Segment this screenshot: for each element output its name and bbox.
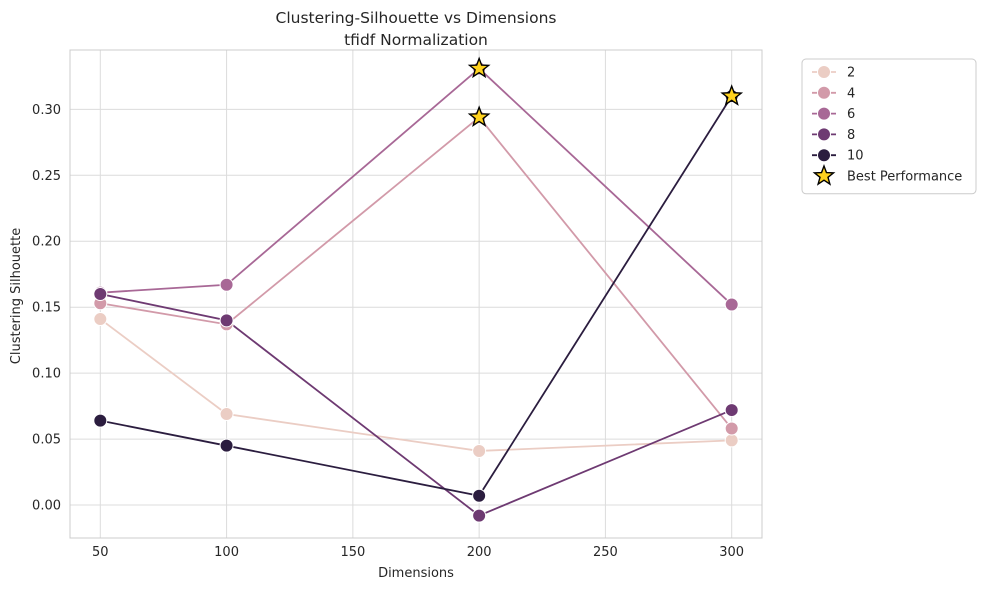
y-axis-label: Clustering Silhouette [9, 228, 24, 364]
legend-label-best-performance: Best Performance [847, 170, 962, 185]
series-point-8 [93, 287, 108, 301]
x-tick-label: 200 [467, 545, 492, 560]
series-point-2 [472, 443, 487, 458]
series-point-2 [93, 312, 108, 327]
series-point-10 [93, 413, 108, 428]
legend-marker-10 [817, 148, 831, 163]
series-point-8 [724, 403, 739, 418]
series-point-2 [724, 433, 739, 448]
y-tick-label: 0.30 [32, 103, 61, 118]
plot-frame [69, 49, 763, 539]
series-point-10 [219, 438, 234, 453]
series-line-8 [100, 293, 733, 517]
legend-marker-6 [817, 106, 831, 121]
y-tick-label: 0.25 [32, 169, 61, 184]
legend-box [801, 58, 977, 195]
plot-area: 50 100 150 200 250 300 0.00 0.05 0.10 0.15 0.20 0.2… [32, 49, 763, 560]
best-performance-star [720, 84, 744, 106]
series-point-4 [724, 421, 739, 436]
x-tick-label: 100 [214, 545, 239, 560]
series-line-10 [100, 95, 733, 497]
y-tick-label: 0.10 [32, 367, 61, 382]
y-tick-label: 0.15 [32, 301, 61, 316]
legend-marker-8 [817, 127, 831, 142]
legend-label-6: 6 [847, 107, 855, 122]
chart-subtitle: tfidf Normalization [344, 31, 488, 49]
chart-title: Clustering-Silhouette vs Dimensions [276, 9, 557, 27]
legend-label-8: 8 [847, 128, 855, 143]
best-performance-star [467, 105, 491, 127]
x-tick-label: 150 [340, 545, 365, 560]
legend-label-2: 2 [847, 66, 855, 81]
series-point-8 [219, 313, 234, 328]
series-point-6 [724, 297, 739, 312]
series-line-4 [100, 115, 733, 430]
x-axis-label: Dimensions [378, 566, 454, 581]
x-tick-label: 50 [92, 545, 109, 560]
legend-marker-2 [817, 65, 831, 79]
y-tick-label: 0.00 [32, 499, 61, 514]
series-line-6 [100, 67, 733, 306]
legend: 2 4 6 8 10 Best Performance [801, 58, 977, 195]
x-tick-label: 300 [719, 545, 744, 560]
legend-star-icon [812, 164, 836, 186]
y-tick-label: 0.05 [32, 433, 61, 448]
series-point-2 [219, 407, 234, 422]
best-performance-star [467, 56, 491, 79]
legend-label-4: 4 [847, 86, 855, 101]
legend-marker-4 [817, 85, 831, 100]
series-point-6 [219, 277, 234, 292]
x-tick-label: 250 [593, 545, 618, 560]
series-point-8 [472, 508, 487, 523]
series-line-2 [99, 318, 732, 452]
y-tick-label: 0.20 [32, 235, 61, 250]
series-point-10 [472, 488, 487, 503]
legend-label-10: 10 [847, 149, 864, 164]
